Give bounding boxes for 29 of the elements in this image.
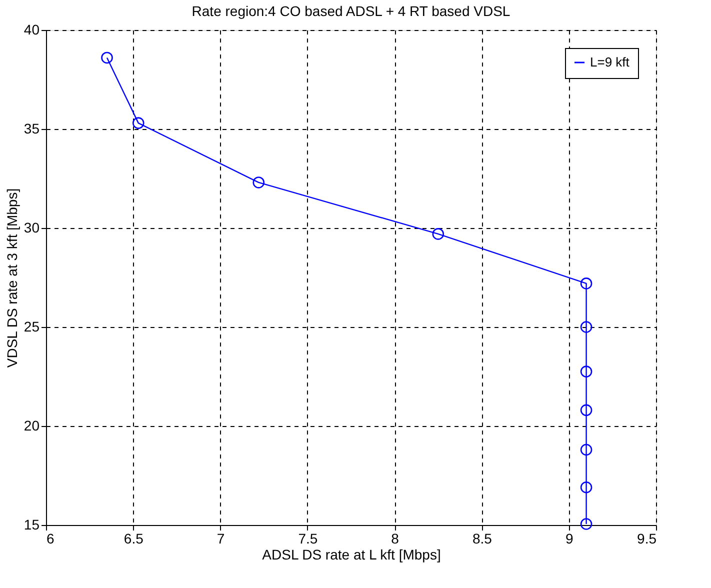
point	[580, 366, 592, 378]
x-tick-label: 7	[216, 530, 225, 546]
x-tick-label: 9.5	[637, 530, 657, 546]
point	[580, 404, 592, 416]
x-tick-label: 8.5	[472, 530, 492, 546]
point	[580, 518, 592, 530]
x-tick-label: 6.5	[124, 530, 144, 546]
point	[132, 117, 144, 129]
y-tick-label: 15	[24, 516, 40, 532]
point	[580, 321, 592, 333]
chart-title: Rate region:4 CO based ADSL + 4 RT based VDSL	[192, 3, 510, 19]
point	[101, 52, 113, 64]
y-tick-label: 20	[24, 418, 40, 434]
point	[580, 278, 592, 290]
y-axis-title: VDSL DS rate at 3 kft [Mbps]	[4, 188, 20, 368]
y-tick-label: 25	[24, 318, 40, 334]
point	[580, 444, 592, 456]
x-axis-title: ADSL DS rate at L kft [Mbps]	[262, 546, 441, 562]
legend-label: L=9 kft	[590, 54, 630, 70]
x-tick-label: 8	[391, 530, 400, 546]
x-tick-label: 9	[565, 530, 574, 546]
y-tick-label: 35	[24, 120, 40, 136]
y-tick-label: 40	[24, 22, 40, 38]
x-tick-label: 7.5	[298, 530, 318, 546]
x-tick-label: 6	[46, 530, 54, 546]
point	[252, 176, 265, 188]
y-tick-label: 30	[24, 220, 40, 236]
point	[432, 228, 444, 240]
point	[580, 481, 592, 494]
